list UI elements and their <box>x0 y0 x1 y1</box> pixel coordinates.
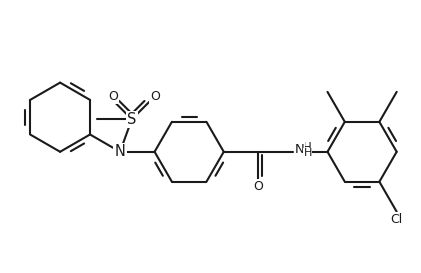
Text: N: N <box>115 144 125 159</box>
Text: O: O <box>253 180 263 193</box>
Text: O: O <box>109 90 118 103</box>
Text: Cl: Cl <box>391 213 403 226</box>
Text: H: H <box>304 149 312 158</box>
Text: N: N <box>295 143 304 156</box>
Text: O: O <box>150 90 160 103</box>
Text: H: H <box>303 141 311 154</box>
Text: S: S <box>127 112 136 127</box>
